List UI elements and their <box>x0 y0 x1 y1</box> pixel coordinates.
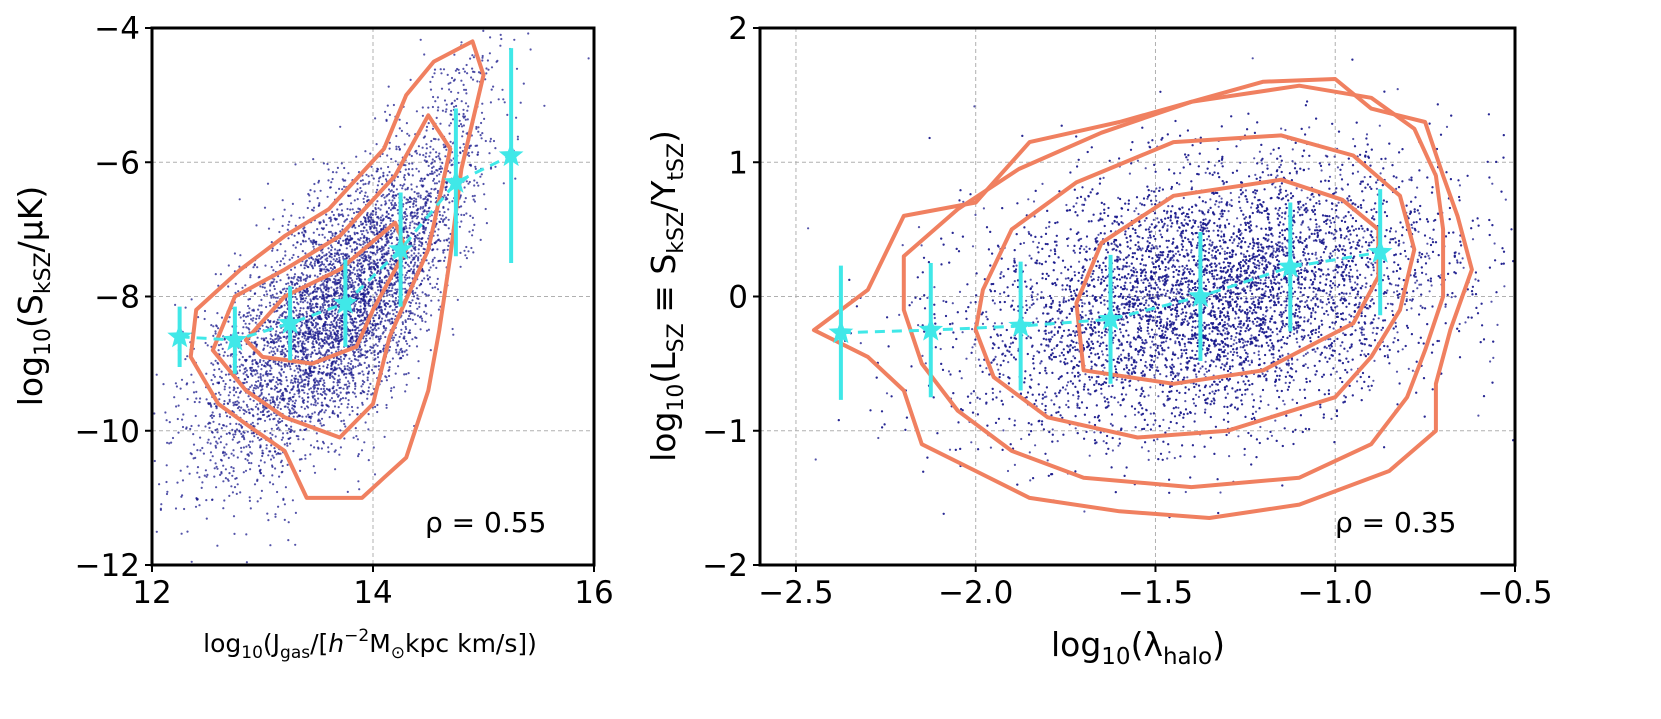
y-tick-label: −4 <box>94 11 140 47</box>
right-binned-means <box>828 189 1393 400</box>
left-panel: 12 14 16 −12 −10 −8 −6 −4 log10(SkSZ/μK) log10(… <box>11 11 614 663</box>
x-tick-label: −2.5 <box>758 575 833 611</box>
contour-outermost <box>811 77 1474 520</box>
right-x-axis-label: log10(λhalo) <box>1051 625 1225 670</box>
contour-middle <box>973 133 1417 440</box>
x-tick-label: −1.0 <box>1298 575 1373 611</box>
right-y-axis-label: log10(LSZ ≡ SkSZ/YtSZ) <box>644 130 689 462</box>
right-correlation-annotation: ρ = 0.35 <box>1335 506 1456 539</box>
x-tick-label: −0.5 <box>1477 575 1552 611</box>
left-correlation-annotation: ρ = 0.55 <box>425 506 546 539</box>
y-tick-label: −2 <box>702 548 748 584</box>
y-tick-label: −1 <box>702 414 748 450</box>
left-contours <box>188 39 486 500</box>
mean-star-marker <box>167 323 192 348</box>
y-tick-label: −10 <box>75 414 140 450</box>
mean-star-marker <box>498 142 524 167</box>
mean-star-marker <box>443 169 469 193</box>
mean-star-marker <box>1098 306 1123 330</box>
mean-star-marker <box>388 236 413 260</box>
y-tick-label: −8 <box>94 280 140 316</box>
right-contours <box>811 77 1474 520</box>
contour-outer <box>901 83 1446 490</box>
mean-star-marker <box>1277 254 1303 278</box>
mean-star-marker <box>1008 313 1033 337</box>
mean-star-marker <box>1188 283 1213 307</box>
x-tick-label: 14 <box>353 575 392 611</box>
left-gridlines <box>151 27 595 566</box>
mean-star-marker <box>277 310 303 334</box>
mean-star-marker <box>918 317 944 341</box>
right-tick-labels: −2.5 −2.0 −1.5 −1.0 −0.5 −2 −1 0 1 2 <box>702 11 1552 611</box>
y-tick-label: 1 <box>728 145 748 181</box>
y-tick-label: 0 <box>728 280 748 316</box>
x-tick-label: −1.5 <box>1118 575 1193 611</box>
mean-star-marker <box>222 327 248 351</box>
left-binned-means <box>167 48 524 374</box>
mean-star-marker <box>333 290 358 314</box>
left-y-axis-label: log10(SkSZ/μK) <box>11 186 56 407</box>
y-tick-label: 2 <box>728 11 748 47</box>
left-tick-labels: 12 14 16 −12 −10 −8 −6 −4 <box>75 11 614 611</box>
contour-middle <box>210 113 453 440</box>
x-tick-label: 12 <box>132 575 171 611</box>
mean-star-marker <box>1367 239 1393 263</box>
mean-star-marker <box>828 319 854 344</box>
x-tick-label: 16 <box>574 575 613 611</box>
y-tick-label: −6 <box>94 145 140 181</box>
y-tick-label: −12 <box>75 548 140 584</box>
x-tick-label: −2.0 <box>938 575 1013 611</box>
contour-inner <box>243 220 409 366</box>
left-x-axis-label: log10(Jgas/[h−2M⊙kpc km/s]) <box>203 626 537 663</box>
right-panel: −2.5 −2.0 −1.5 −1.0 −0.5 −2 −1 0 1 2 log10(LSZ ≡ … <box>644 11 1553 670</box>
